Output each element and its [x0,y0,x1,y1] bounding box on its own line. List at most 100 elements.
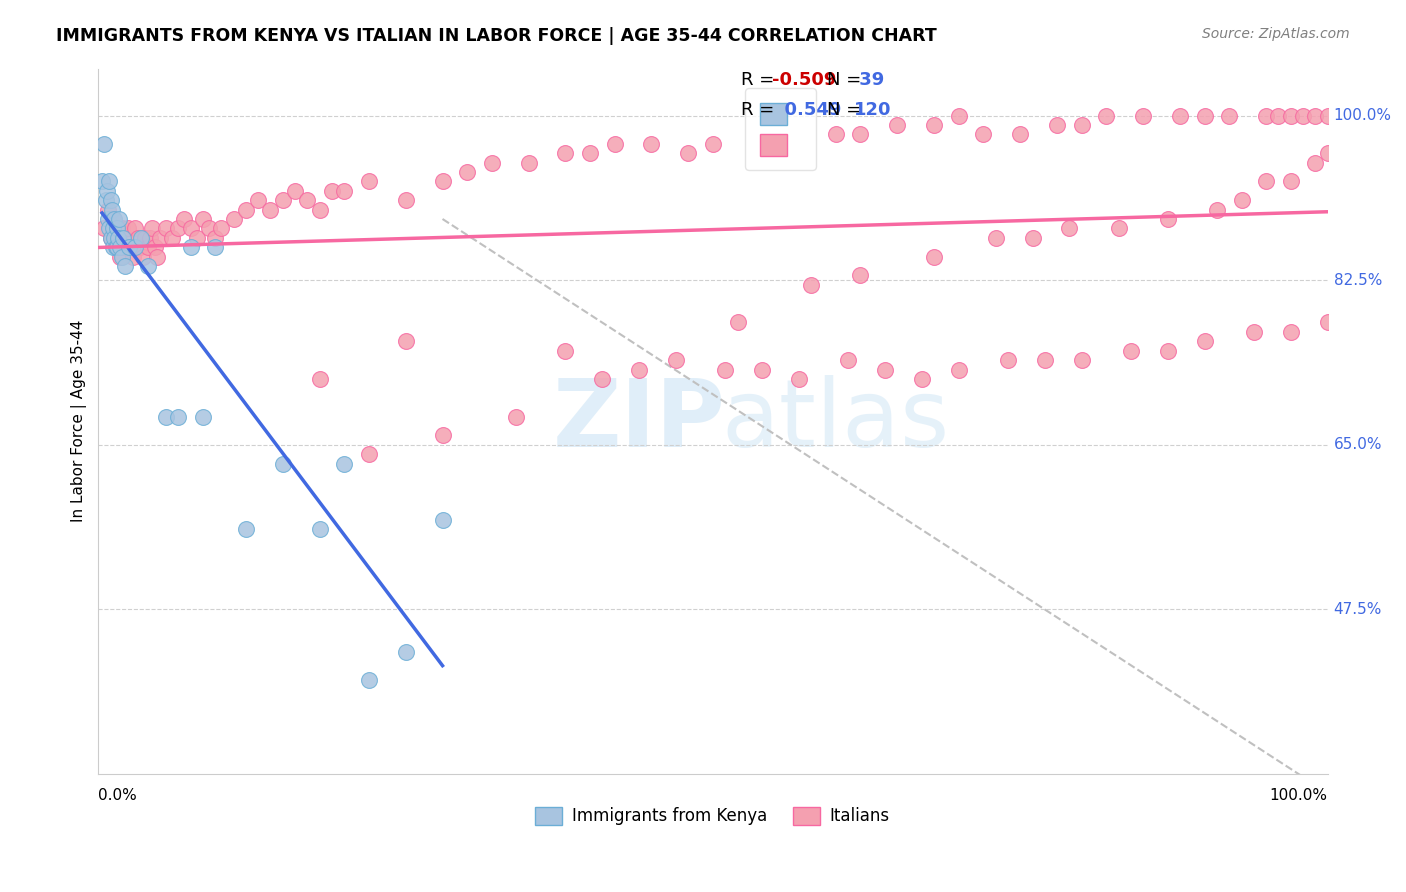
Point [678,146,700,161]
Point [308,202,330,217]
Point [1132,109,1154,123]
Point [333,184,356,198]
Point [91,174,114,188]
Point [1279,174,1302,188]
Point [94,193,117,207]
Point [911,372,934,386]
Point [1010,128,1032,142]
Point [972,128,994,142]
Point [357,174,380,188]
Point [114,259,136,273]
Point [554,343,576,358]
Point [139,231,162,245]
Point [111,231,134,245]
Point [357,447,380,461]
Point [714,362,737,376]
Point [97,212,120,227]
Point [198,221,221,235]
Point [284,184,307,198]
Text: 0.0%: 0.0% [98,788,138,803]
Point [143,240,166,254]
Point [131,250,153,264]
Point [191,409,214,424]
Point [1292,109,1315,123]
Point [235,523,257,537]
Point [136,259,159,273]
Text: ZIP: ZIP [553,376,725,467]
Point [127,231,149,245]
Point [1243,325,1265,339]
Point [1279,109,1302,123]
Point [873,362,896,376]
Point [395,193,418,207]
Point [395,645,418,659]
Point [603,136,626,151]
Text: 120: 120 [853,101,891,119]
Text: 100.0%: 100.0% [1270,788,1327,803]
Point [107,231,129,245]
Point [129,240,152,254]
Point [167,409,190,424]
Text: 47.5%: 47.5% [1334,602,1382,617]
FancyBboxPatch shape [793,807,820,825]
Point [628,362,651,376]
Point [1279,325,1302,339]
Point [167,221,190,235]
Point [103,231,125,245]
Point [118,240,141,254]
Point [1316,146,1339,161]
Text: -0.509: -0.509 [772,71,837,89]
Point [357,673,380,687]
Point [104,240,127,254]
Point [1046,118,1069,132]
Y-axis label: In Labor Force | Age 35-44: In Labor Force | Age 35-44 [72,320,87,523]
Point [1254,109,1277,123]
Point [146,250,169,264]
Point [1254,174,1277,188]
Point [93,136,115,151]
Point [101,212,124,227]
Point [1119,343,1142,358]
Point [849,268,872,283]
Point [1316,316,1339,330]
Point [825,128,848,142]
Point [751,362,773,376]
Text: IMMIGRANTS FROM KENYA VS ITALIAN IN LABOR FORCE | AGE 35-44 CORRELATION CHART: IMMIGRANTS FROM KENYA VS ITALIAN IN LABO… [56,27,936,45]
Point [247,193,270,207]
Point [432,513,454,527]
Text: atlas: atlas [721,376,950,467]
Point [120,240,142,254]
Text: N =: N = [827,71,866,89]
Point [271,193,294,207]
Point [321,184,343,198]
Point [204,240,226,254]
Point [308,372,330,386]
Point [173,212,195,227]
Point [111,240,134,254]
Point [271,457,294,471]
Point [111,250,134,264]
Point [131,231,153,245]
Point [1108,221,1130,235]
Point [1303,155,1326,169]
Point [104,221,127,235]
Point [160,231,183,245]
Point [702,136,724,151]
Point [180,221,202,235]
Text: Immigrants from Kenya: Immigrants from Kenya [572,806,766,824]
Point [1157,343,1180,358]
Point [110,240,132,254]
Point [97,202,120,217]
Point [259,202,281,217]
Point [180,240,202,254]
Point [481,155,503,169]
Point [1303,109,1326,123]
Point [209,221,232,235]
Point [124,221,146,235]
Text: Source: ZipAtlas.com: Source: ZipAtlas.com [1202,27,1350,41]
Point [456,165,478,179]
Point [149,231,172,245]
Text: R =: R = [741,101,780,119]
Text: N =: N = [827,101,866,119]
Point [96,184,118,198]
